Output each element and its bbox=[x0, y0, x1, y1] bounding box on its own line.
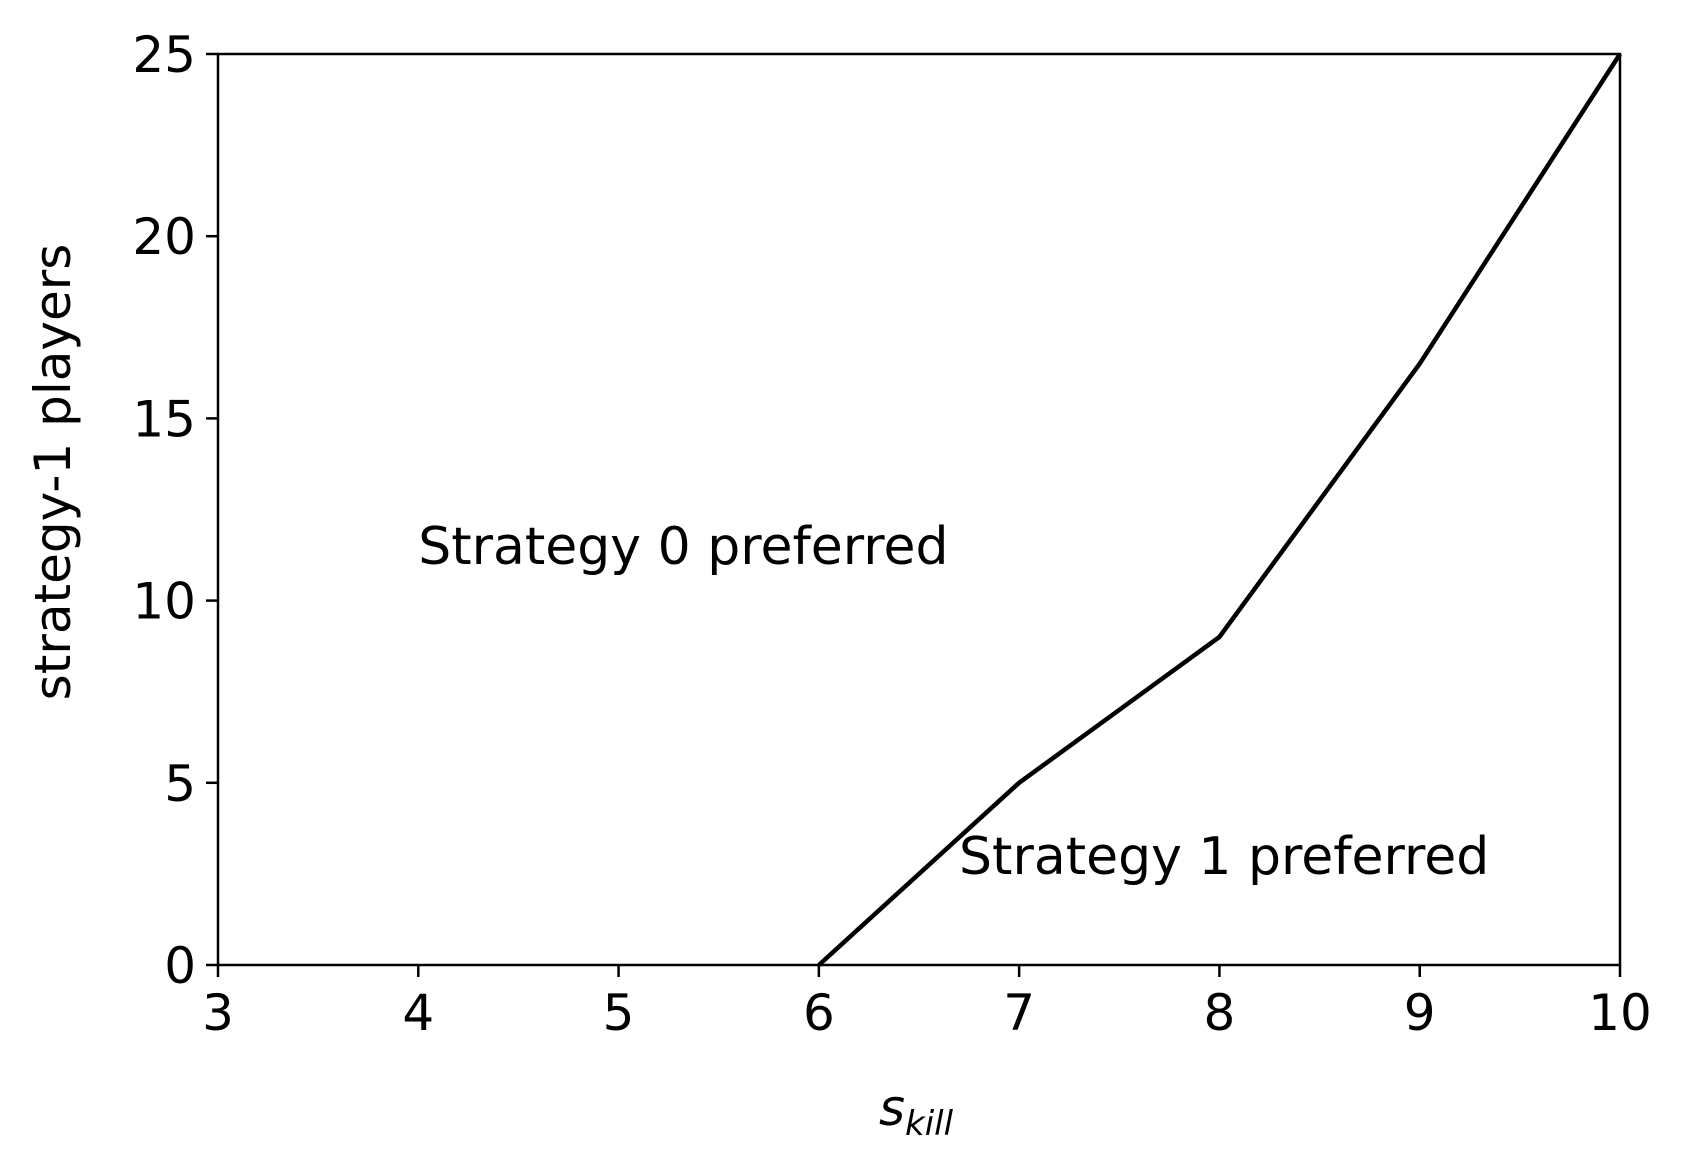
x-axis-label-subscript: kill bbox=[905, 1104, 954, 1144]
plot-area bbox=[216, 52, 1622, 967]
y-tick-label: 10 bbox=[132, 573, 196, 631]
x-tick-label: 4 bbox=[402, 984, 434, 1042]
y-tick-label: 5 bbox=[164, 755, 196, 813]
y-tick-label: 15 bbox=[132, 390, 196, 448]
x-tick-label: 10 bbox=[1588, 984, 1652, 1042]
x-axis-label: skill bbox=[879, 1079, 954, 1144]
x-tick-label: 5 bbox=[603, 984, 635, 1042]
x-tick-label: 8 bbox=[1204, 984, 1236, 1042]
axis-ticks: 3 4 5 6 7 8 9 10 0 5 10 15 20 25 bbox=[132, 26, 1651, 1042]
y-tick-label: 25 bbox=[132, 26, 196, 84]
y-tick-label: 0 bbox=[164, 937, 196, 995]
x-axis-label-base: s bbox=[879, 1079, 905, 1137]
y-tick-label: 20 bbox=[132, 208, 196, 266]
x-tick-label: 9 bbox=[1404, 984, 1436, 1042]
x-tick-label: 3 bbox=[202, 984, 234, 1042]
y-axis-label: strategy-1 players bbox=[24, 244, 82, 701]
x-tick-label: 7 bbox=[1003, 984, 1035, 1042]
annotations: Strategy 0 preferred Strategy 1 preferred bbox=[418, 517, 1489, 887]
axis-labels: strategy-1 players skill bbox=[24, 244, 954, 1144]
x-tick-label: 6 bbox=[803, 984, 835, 1042]
plot-frame bbox=[216, 52, 1622, 967]
annotation-0: Strategy 0 preferred bbox=[418, 517, 948, 577]
series-line-0 bbox=[817, 52, 1622, 967]
annotation-1: Strategy 1 preferred bbox=[959, 827, 1489, 887]
